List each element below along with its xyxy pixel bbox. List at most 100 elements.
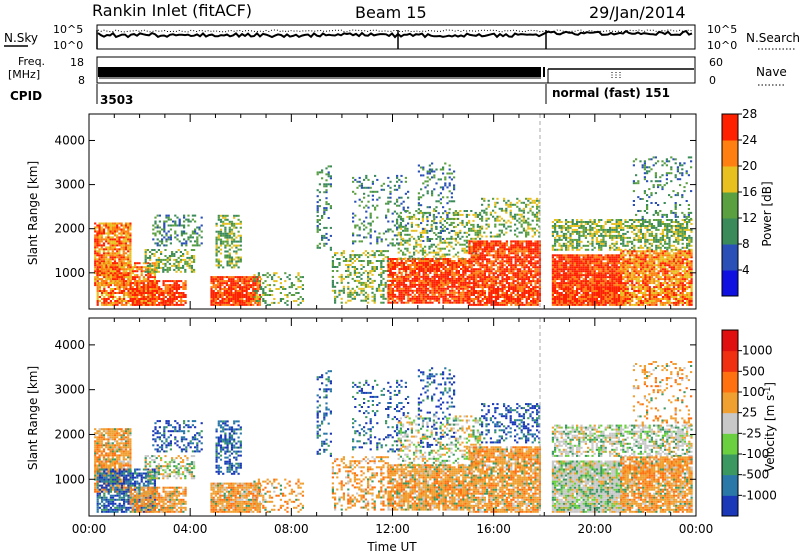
power-cell — [523, 268, 526, 271]
power-cell — [331, 289, 334, 292]
power-cell — [365, 174, 368, 177]
power-cell — [470, 223, 473, 226]
power-cell — [399, 249, 402, 252]
power-cell — [118, 288, 121, 290]
power-cell — [111, 240, 114, 243]
power-cell — [536, 242, 539, 245]
power-cell — [237, 256, 240, 259]
power-cell — [432, 251, 435, 254]
power-cell — [107, 232, 110, 235]
power-cell — [158, 286, 161, 289]
power-cell — [525, 272, 528, 275]
power-cell — [183, 226, 186, 229]
power-cell — [521, 250, 524, 253]
power-cell — [424, 285, 427, 288]
power-cell — [519, 256, 522, 259]
power-cell — [523, 276, 526, 279]
power-cell — [443, 253, 446, 256]
power-cell — [173, 280, 176, 283]
power-cell — [102, 254, 106, 257]
power-cell — [131, 298, 134, 300]
power-cell — [230, 290, 233, 292]
power-cell — [406, 241, 409, 244]
noise-left-tick-top: 10^5 — [53, 23, 83, 36]
power-cell — [118, 301, 121, 304]
power-cell — [479, 270, 482, 273]
power-cell — [468, 294, 471, 296]
power-cell — [521, 248, 524, 251]
power-cell — [185, 244, 188, 247]
power-cell — [331, 283, 334, 286]
power-cell — [196, 238, 199, 241]
power-cell — [442, 238, 445, 240]
power-cell — [421, 219, 424, 222]
power-cell — [488, 274, 491, 277]
power-cell — [105, 256, 108, 259]
power-cell — [389, 186, 392, 189]
power-cell — [156, 238, 159, 241]
power-cell — [228, 262, 231, 265]
power-cell — [479, 211, 482, 214]
power-cell — [442, 258, 445, 260]
power-cell — [530, 242, 533, 245]
power-cell — [413, 213, 416, 216]
power-cell — [380, 240, 383, 243]
power-cell — [215, 238, 218, 241]
power-cell — [340, 289, 343, 292]
freq-left-tick-bottom: 8 — [78, 74, 85, 87]
power-cell — [409, 264, 412, 266]
power-cell — [153, 301, 156, 304]
power-cell — [325, 185, 328, 188]
power-cell — [230, 262, 234, 265]
power-cell — [123, 272, 126, 275]
power-cell — [499, 260, 502, 263]
power-cell — [94, 264, 97, 267]
power-cell — [387, 270, 390, 272]
power-cell — [224, 216, 227, 219]
power-cell — [118, 278, 121, 281]
power-cell — [123, 286, 126, 289]
power-cell — [166, 270, 169, 273]
power-cell — [142, 280, 145, 283]
power-cell — [435, 273, 438, 276]
power-cell — [225, 300, 228, 302]
power-cell — [505, 256, 508, 259]
power-cell — [96, 280, 99, 283]
power-cell — [94, 228, 97, 231]
power-cell — [407, 273, 410, 276]
power-cell — [245, 282, 248, 285]
power-cell — [399, 225, 402, 228]
power-cell — [100, 228, 103, 231]
power-cell — [419, 211, 422, 214]
power-cell — [532, 242, 535, 245]
power-cell — [389, 242, 392, 245]
power-cell — [410, 229, 413, 232]
power-cell — [94, 276, 97, 279]
power-cell — [156, 214, 159, 217]
power-cell — [505, 240, 508, 243]
power-cell — [140, 266, 143, 269]
power-cell — [492, 246, 495, 249]
power-cell — [499, 296, 502, 298]
power-cell — [438, 301, 441, 304]
power-cell — [131, 300, 134, 302]
power-cell — [465, 213, 468, 216]
power-cell — [325, 209, 328, 212]
power-cell — [147, 296, 150, 298]
power-cell — [438, 291, 441, 294]
power-cell — [321, 171, 324, 174]
power-cell — [173, 292, 176, 294]
power-cell — [527, 260, 530, 263]
power-cell — [329, 248, 332, 251]
power-cell — [463, 249, 466, 252]
power-cell — [476, 215, 479, 218]
power-cell — [360, 291, 363, 294]
power-cell — [118, 272, 121, 275]
power-cell — [387, 196, 390, 199]
power-cell — [450, 200, 453, 203]
power-cell — [468, 252, 471, 255]
power-cell — [266, 294, 269, 296]
power-cell — [483, 231, 486, 234]
power-cell — [422, 297, 425, 300]
power-cell — [497, 296, 500, 298]
